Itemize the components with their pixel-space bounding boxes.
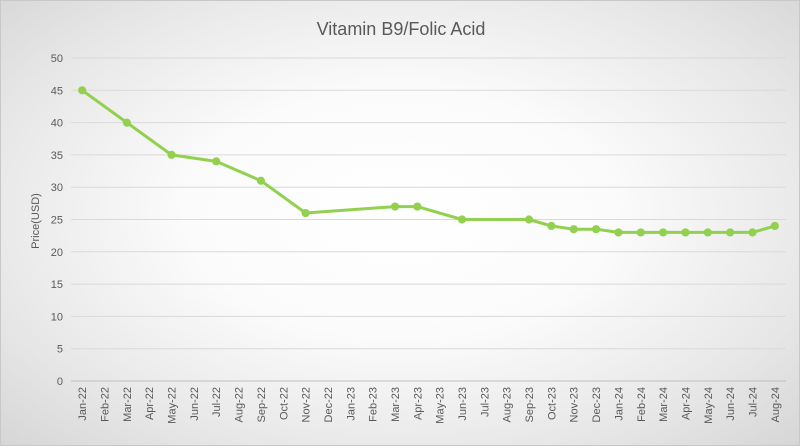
data-point-Jan-24: [614, 228, 623, 237]
x-tick-label: Aug-24: [770, 387, 782, 422]
x-tick-label: Jul-24: [747, 387, 759, 417]
x-tick-label: Apr-22: [144, 387, 156, 420]
data-point-Jun-24: [726, 228, 735, 237]
y-tick-label: 45: [51, 85, 63, 97]
data-point-Sep-23: [524, 215, 534, 224]
x-tick-label: Feb-23: [368, 387, 380, 422]
x-tick-label: Jun-24: [725, 387, 737, 421]
series-line: [80, 88, 777, 234]
x-tick-label: Mar-23: [390, 387, 402, 422]
y-tick-label: 35: [51, 150, 63, 162]
y-axis-ticks: 0 5 10 15 20 25 30 35 40 45 50: [51, 53, 63, 388]
x-tick-label: Nov-22: [301, 387, 313, 422]
data-point-May-24: [703, 228, 712, 237]
data-point-Jun-23: [457, 215, 467, 224]
x-tick-label: Jan-23: [345, 387, 357, 421]
x-tick-label: Mar-22: [122, 387, 134, 422]
data-point-Jan-22: [78, 86, 87, 95]
x-axis-ticks: Jan-22 Feb-22 Mar-22 Apr-22 May-22 Jun-22 Jul-…: [77, 387, 782, 424]
x-tick-label: Feb-22: [100, 387, 112, 422]
x-tick-label: Aug-22: [234, 387, 246, 422]
x-tick-label: Jan-22: [77, 387, 89, 421]
y-tick-label: 10: [51, 311, 63, 323]
x-tick-label: Sep-23: [524, 387, 536, 422]
x-tick-label: Aug-23: [502, 387, 514, 422]
x-tick-label: Sep-22: [256, 387, 268, 422]
y-tick-label: 0: [57, 376, 63, 388]
data-point-Mar-24: [659, 228, 668, 237]
data-point-Sep-22: [256, 176, 266, 185]
x-tick-label: Jun-22: [189, 387, 201, 421]
x-tick-label: Jun-23: [457, 387, 469, 421]
data-point-Oct-23: [547, 221, 556, 231]
y-tick-label: 5: [57, 344, 63, 356]
series-layer: [78, 86, 779, 237]
y-tick-label: 40: [51, 118, 63, 130]
x-tick-label: Feb-24: [636, 387, 648, 422]
x-tick-label: May-22: [167, 387, 179, 424]
x-tick-label: Jul-23: [479, 387, 491, 417]
data-point-Aug-24: [770, 221, 779, 231]
x-tick-label: Jul-22: [211, 387, 223, 417]
data-point-Nov-22: [301, 208, 310, 218]
y-tick-label: 15: [51, 279, 63, 291]
x-tick-label: Jan-24: [613, 387, 625, 421]
x-tick-label: Apr-23: [412, 387, 424, 420]
data-point-May-22: [167, 150, 176, 159]
x-tick-label: Apr-24: [680, 387, 692, 420]
data-point-Mar-23: [390, 202, 400, 211]
x-tick-label: May-23: [435, 387, 447, 424]
data-point-Jul-22: [212, 157, 221, 166]
x-tick-label: Dec-22: [323, 387, 335, 422]
data-point-Feb-24: [636, 228, 645, 237]
chart-title: Vitamin B9/Folic Acid: [316, 19, 486, 39]
x-tick-label: Mar-24: [658, 387, 670, 422]
data-point-Mar-22: [122, 118, 131, 127]
gridlines: [71, 57, 786, 382]
y-tick-label: 50: [51, 53, 63, 65]
y-tick-label: 20: [51, 247, 63, 259]
y-axis-title: Price(USD): [30, 193, 42, 249]
x-tick-label: Dec-23: [591, 387, 603, 422]
data-point-Jul-24: [748, 228, 757, 237]
x-tick-label: Oct-23: [546, 387, 558, 420]
data-point-Apr-23: [413, 202, 422, 211]
y-tick-label: 30: [51, 182, 63, 194]
data-point-Nov-23: [569, 225, 578, 234]
x-tick-label: May-24: [703, 387, 715, 424]
data-point-Apr-24: [681, 228, 690, 237]
x-tick-label: Nov-23: [569, 387, 581, 422]
x-tick-label: Oct-22: [278, 387, 290, 420]
y-tick-label: 25: [51, 215, 63, 227]
data-point-Dec-23: [591, 225, 601, 234]
